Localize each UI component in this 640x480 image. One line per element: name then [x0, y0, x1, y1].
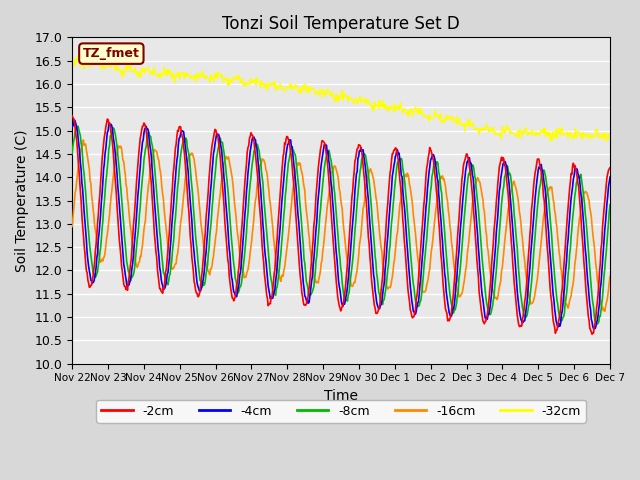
-4cm — [189, 232, 196, 238]
-8cm — [79, 154, 86, 160]
-16cm — [217, 182, 225, 188]
-32cm — [189, 74, 196, 80]
-4cm — [79, 186, 86, 192]
Line: -8cm: -8cm — [72, 126, 610, 324]
-16cm — [407, 190, 415, 196]
-2cm — [406, 307, 414, 313]
-4cm — [423, 197, 431, 203]
-8cm — [189, 192, 196, 197]
Line: -4cm: -4cm — [72, 120, 610, 329]
-32cm — [78, 60, 86, 65]
-8cm — [217, 140, 225, 145]
-8cm — [606, 202, 614, 208]
Legend: -2cm, -4cm, -8cm, -16cm, -32cm: -2cm, -4cm, -8cm, -16cm, -32cm — [96, 400, 586, 423]
Text: TZ_fmet: TZ_fmet — [83, 47, 140, 60]
-2cm — [68, 113, 76, 119]
-4cm — [407, 290, 415, 296]
-16cm — [601, 309, 609, 314]
-32cm — [602, 139, 609, 144]
-8cm — [134, 230, 142, 236]
-4cm — [606, 174, 614, 180]
-2cm — [133, 170, 141, 176]
-2cm — [422, 173, 430, 179]
-2cm — [606, 165, 614, 170]
-16cm — [423, 282, 431, 288]
-32cm — [407, 108, 415, 114]
X-axis label: Time: Time — [324, 389, 358, 403]
-4cm — [70, 117, 78, 123]
-32cm — [79, 52, 87, 58]
-8cm — [74, 123, 82, 129]
-16cm — [134, 263, 142, 268]
-4cm — [217, 144, 225, 149]
-32cm — [68, 63, 76, 69]
Line: -16cm: -16cm — [72, 140, 610, 312]
-4cm — [591, 326, 599, 332]
-16cm — [189, 151, 196, 157]
-8cm — [423, 236, 431, 242]
-8cm — [68, 151, 76, 156]
Line: -32cm: -32cm — [72, 55, 610, 142]
Line: -2cm: -2cm — [72, 116, 610, 334]
Title: Tonzi Soil Temperature Set D: Tonzi Soil Temperature Set D — [222, 15, 460, 33]
-16cm — [68, 224, 76, 229]
-32cm — [134, 74, 142, 80]
-16cm — [78, 142, 86, 148]
-4cm — [68, 124, 76, 130]
-2cm — [188, 254, 196, 260]
-16cm — [79, 137, 87, 143]
Y-axis label: Soil Temperature (C): Soil Temperature (C) — [15, 129, 29, 272]
-4cm — [134, 191, 142, 197]
-2cm — [588, 331, 596, 337]
-32cm — [423, 115, 431, 121]
-2cm — [78, 213, 86, 218]
-2cm — [216, 155, 224, 160]
-32cm — [606, 134, 614, 140]
-16cm — [606, 274, 614, 279]
-32cm — [217, 74, 225, 80]
-8cm — [593, 321, 601, 327]
-8cm — [407, 256, 415, 262]
